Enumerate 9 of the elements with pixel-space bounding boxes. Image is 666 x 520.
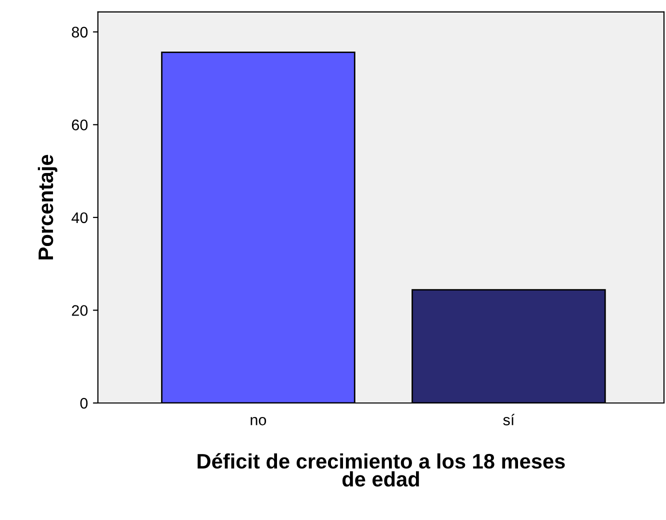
x-tick-label: sí (503, 414, 515, 426)
y-tick-label: 0 (80, 398, 88, 409)
y-tick-label: 80 (72, 26, 88, 38)
y-axis-title: Porcentaje (38, 154, 58, 260)
x-tick-label: no (250, 416, 266, 426)
x-axis-title: Déficit de crecimiento a los 18 meses de edad (198, 453, 565, 487)
y-tick-label: 40 (72, 212, 88, 224)
y-tick-label: 20 (72, 305, 88, 316)
y-tick-label: 60 (72, 120, 88, 130)
